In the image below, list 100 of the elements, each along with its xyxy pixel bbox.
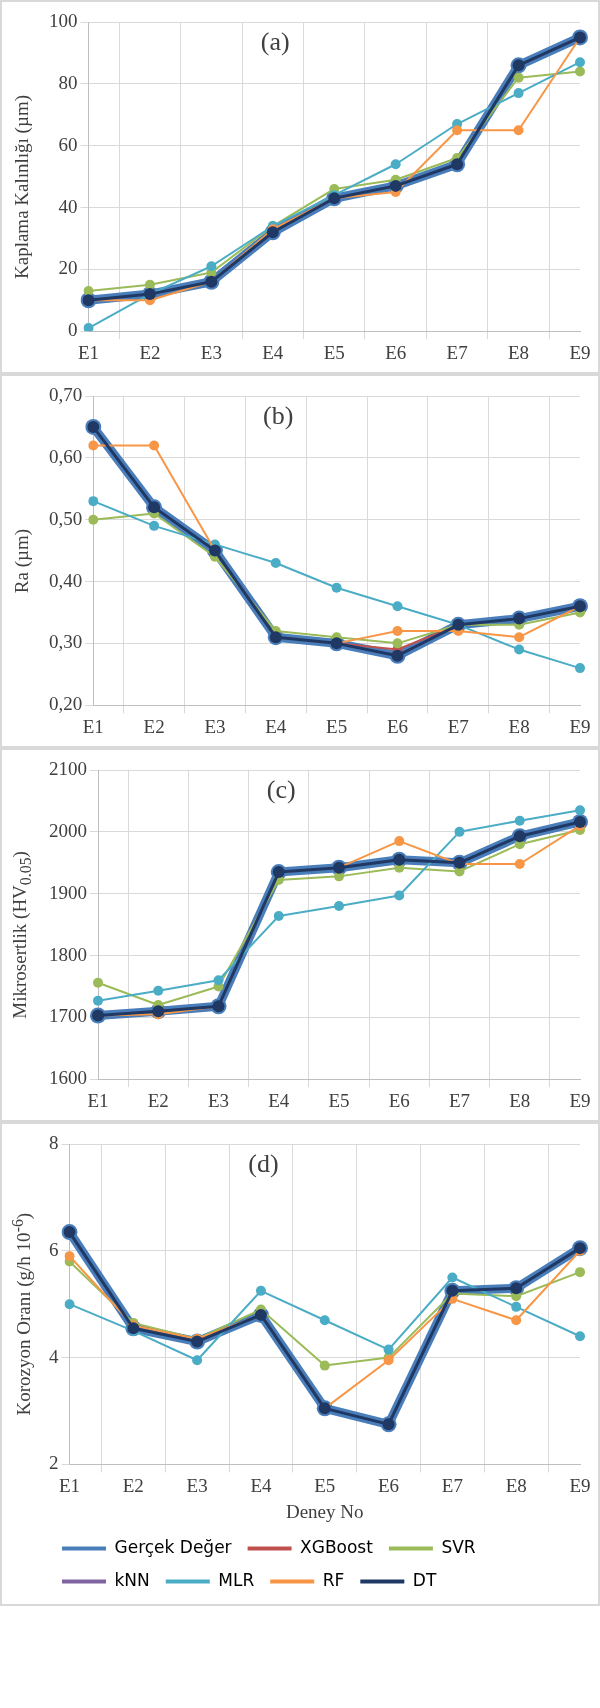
y-tick-label: 1900 bbox=[49, 881, 87, 903]
legend-label: SVR bbox=[441, 1536, 476, 1557]
point bbox=[255, 1285, 266, 1296]
y-tick-label: 0,30 bbox=[49, 631, 83, 653]
x-tick-label: E5 bbox=[326, 715, 348, 737]
point bbox=[514, 644, 525, 655]
annotation: (c) bbox=[266, 774, 296, 804]
point bbox=[319, 1315, 330, 1326]
x-tick-label: E8 bbox=[509, 1089, 531, 1111]
y-tick-label: 0,70 bbox=[49, 383, 83, 405]
x-tick-label: E3 bbox=[204, 715, 226, 737]
x-tick-label: E1 bbox=[82, 715, 104, 737]
point bbox=[93, 995, 103, 1006]
x-tick-label: E8 bbox=[505, 1474, 527, 1496]
point bbox=[511, 1315, 522, 1326]
x-tick-label: E4 bbox=[265, 715, 287, 737]
y-tick-label: 0,50 bbox=[49, 507, 83, 529]
y-tick-label: 8 bbox=[49, 1131, 59, 1153]
x-tick-label: E6 bbox=[385, 341, 407, 363]
x-tick-label: E1 bbox=[87, 1089, 109, 1111]
x-tick-label: E5 bbox=[328, 1089, 350, 1111]
point bbox=[575, 1331, 585, 1342]
x-tick-label: E9 bbox=[569, 1089, 591, 1111]
legend-label: Gerçek Değer bbox=[114, 1536, 232, 1557]
point bbox=[454, 826, 465, 837]
x-tick-label: E5 bbox=[314, 1474, 336, 1496]
point bbox=[383, 1344, 394, 1355]
legend-label: XGBoost bbox=[300, 1536, 374, 1557]
annotation: (d) bbox=[248, 1148, 279, 1178]
y-tick-label: 1600 bbox=[49, 1067, 87, 1089]
x-tick-label: E9 bbox=[569, 341, 591, 363]
y-tick-label: 0,60 bbox=[49, 445, 83, 467]
x-tick-label: E3 bbox=[186, 1474, 208, 1496]
legend-label: DT bbox=[412, 1569, 437, 1590]
point bbox=[394, 836, 405, 847]
legend-label: kNN bbox=[114, 1569, 150, 1590]
point bbox=[88, 496, 99, 507]
x-tick-label: E7 bbox=[447, 715, 469, 737]
point bbox=[149, 440, 160, 451]
point bbox=[149, 520, 160, 531]
y-tick-label: 2100 bbox=[49, 757, 87, 779]
x-tick-label: E2 bbox=[139, 341, 161, 363]
x-tick-label: E3 bbox=[207, 1089, 230, 1111]
x-tick-label: E6 bbox=[388, 1089, 410, 1111]
x-tick-label: E4 bbox=[250, 1474, 272, 1496]
point bbox=[394, 890, 405, 901]
point bbox=[575, 1267, 585, 1278]
point bbox=[213, 975, 224, 986]
point bbox=[319, 1360, 330, 1371]
x-tick-label: E7 bbox=[441, 1474, 463, 1496]
x-tick-label: E2 bbox=[122, 1474, 144, 1496]
point bbox=[575, 66, 585, 77]
point bbox=[392, 638, 403, 649]
y-tick-label: 2000 bbox=[49, 819, 87, 841]
point bbox=[334, 901, 344, 912]
point bbox=[513, 125, 524, 136]
annotation: (a) bbox=[260, 26, 290, 56]
x-tick-label: E6 bbox=[378, 1474, 400, 1496]
y-axis-title: Ra (µm) bbox=[11, 528, 33, 594]
x-tick-label: E9 bbox=[569, 715, 591, 737]
x-tick-label: E7 bbox=[448, 1089, 471, 1111]
y-tick-label: 100 bbox=[49, 9, 78, 31]
x-tick-label: E1 bbox=[58, 1474, 81, 1496]
point bbox=[575, 57, 585, 68]
point bbox=[513, 88, 524, 99]
point bbox=[83, 323, 94, 332]
point bbox=[392, 625, 403, 636]
x-tick-label: E4 bbox=[262, 341, 284, 363]
point bbox=[270, 557, 281, 568]
y-tick-label: 80 bbox=[58, 71, 78, 93]
y-tick-label: 60 bbox=[58, 133, 78, 155]
point bbox=[513, 72, 524, 83]
x-tick-label: E6 bbox=[386, 715, 409, 737]
x-tick-label: E9 bbox=[569, 1474, 591, 1496]
point bbox=[192, 1355, 203, 1366]
point bbox=[575, 805, 585, 816]
x-tick-label: E5 bbox=[323, 341, 345, 363]
x-tick-label: E4 bbox=[268, 1089, 290, 1111]
point bbox=[206, 261, 217, 272]
y-tick-label: 0,40 bbox=[49, 569, 83, 591]
point bbox=[273, 910, 284, 921]
legend-label: MLR bbox=[218, 1569, 255, 1590]
x-tick-label: E1 bbox=[77, 341, 100, 363]
annotation: (b) bbox=[263, 400, 294, 430]
x-tick-label: E7 bbox=[446, 341, 468, 363]
x-tick-label: E2 bbox=[143, 715, 165, 737]
point bbox=[392, 601, 403, 612]
x-tick-label: E3 bbox=[200, 341, 222, 363]
point bbox=[514, 859, 525, 869]
legend-label: RF bbox=[322, 1569, 345, 1590]
point bbox=[331, 582, 342, 593]
point bbox=[64, 1299, 75, 1310]
point bbox=[511, 1301, 522, 1312]
y-tick-label: 6 bbox=[49, 1238, 59, 1260]
point bbox=[93, 977, 103, 988]
point bbox=[153, 985, 164, 996]
point bbox=[514, 632, 525, 643]
point bbox=[575, 663, 585, 674]
y-tick-label: 4 bbox=[49, 1345, 59, 1367]
y-axis-title: Kaplama Kalınlığı (µm) bbox=[11, 94, 33, 280]
